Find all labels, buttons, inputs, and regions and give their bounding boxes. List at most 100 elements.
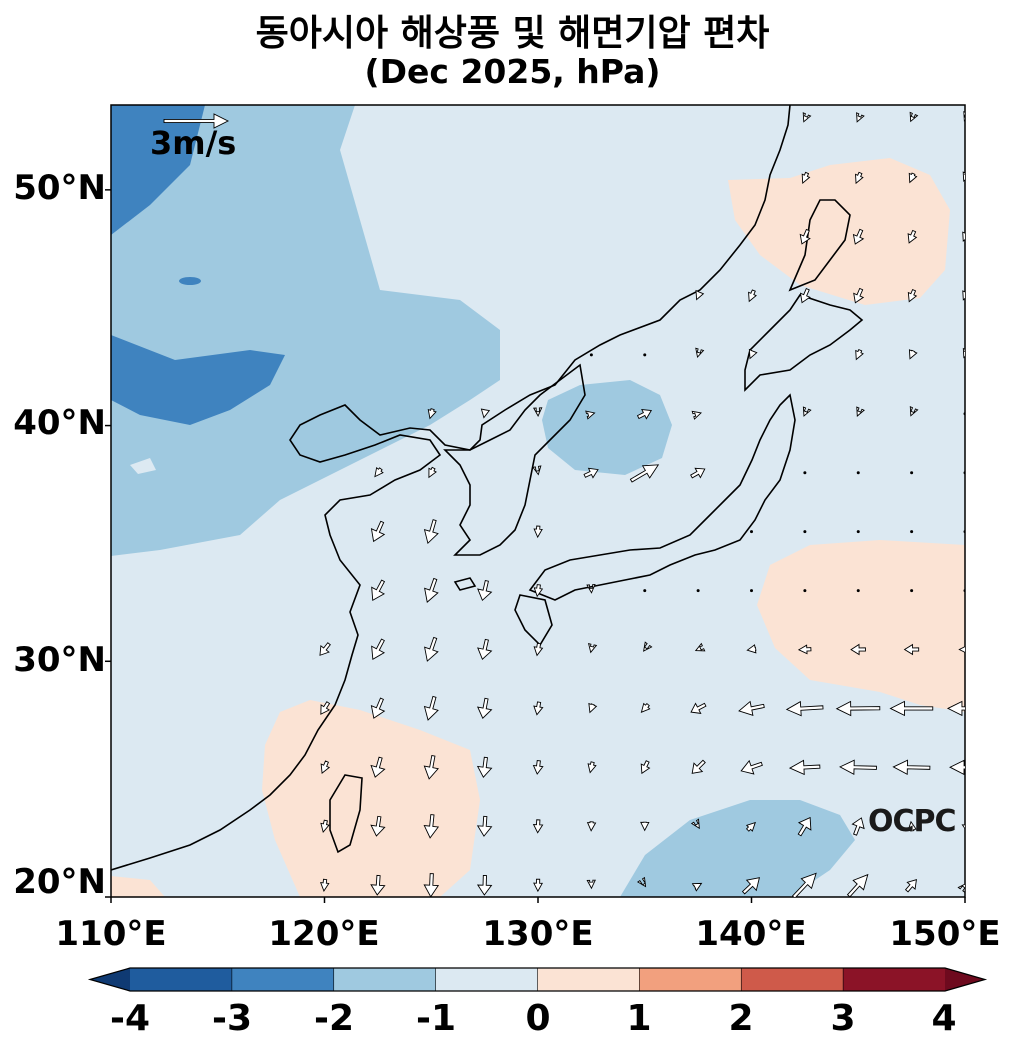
wind-vector-arrow	[904, 879, 917, 893]
wind-vector-arrow	[320, 819, 330, 834]
wind-vector-arrow	[476, 697, 493, 720]
wind-vector-arrow	[371, 579, 386, 602]
coast-jeju	[453, 577, 477, 591]
lon-tick-130: 130°E	[482, 914, 594, 954]
wind-vector-arrow	[855, 348, 864, 361]
anomaly-fill-0-1-east	[757, 540, 965, 712]
wind-vector-arrow	[532, 819, 544, 834]
wind-vector-arrow	[963, 111, 965, 122]
wind-vector-arrow	[370, 756, 386, 778]
wind-vector-arrow	[851, 817, 865, 836]
wind-vector-arrow	[946, 700, 965, 717]
colorbar-label: 2	[728, 998, 754, 1039]
anomaly-contours	[111, 105, 965, 897]
wind-vector-arrow	[788, 759, 821, 776]
wind-vector-arrow	[370, 874, 386, 896]
wind-vector-arrow	[690, 818, 700, 830]
lon-tick-110: 110°E	[55, 914, 167, 954]
wind-vector-arrow	[908, 349, 918, 360]
wind-vector-arrow	[909, 111, 919, 123]
wind-vector-arrow	[320, 701, 331, 715]
wind-vector-arrow	[370, 697, 386, 719]
wind-vector-arrow	[802, 112, 812, 123]
wind-vector-arrow	[839, 759, 877, 775]
wind-vector-arrow	[856, 589, 860, 593]
colorbar-label: -2	[314, 998, 354, 1039]
wind-vector-arrow	[640, 702, 651, 713]
wind-vector-arrow	[856, 112, 865, 123]
colorbar-label: -1	[416, 998, 456, 1039]
wind-vector-arrow	[748, 348, 758, 360]
colorbar	[87, 967, 988, 992]
anomaly-fill-minus3-minus2-dot	[179, 277, 201, 285]
wind-vector-arrow	[533, 584, 544, 598]
anomaly-fill-minus2-minus1-southeast	[620, 800, 855, 897]
wind-vector-arrow	[587, 643, 598, 654]
lon-tick-140: 140°E	[695, 914, 807, 954]
colorbar-extend-high	[945, 968, 985, 991]
wind-vector-arrow	[533, 525, 543, 539]
wind-vector-arrow	[799, 288, 811, 304]
wind-vector-arrow	[856, 471, 860, 475]
wind-vector-arrow	[643, 641, 653, 652]
lon-tick-120: 120°E	[268, 914, 380, 954]
colorbar-label: 0	[525, 998, 551, 1039]
anomaly-fill-minus2-minus1-korea-east	[542, 380, 672, 475]
axis-tick-marks	[105, 189, 966, 903]
wind-vector-arrow	[696, 589, 700, 593]
wind-vector-arrow	[750, 530, 753, 534]
colorbar-outline	[87, 967, 988, 992]
lat-tick-20: 20°N	[13, 862, 106, 902]
wind-vector-arrow	[691, 410, 702, 420]
colorbar-segment	[843, 968, 946, 991]
wind-vector-arrow	[477, 579, 493, 602]
wind-vector-arrow	[803, 530, 807, 534]
wind-vector-arrow	[643, 589, 647, 593]
wind-vector-arrow	[835, 700, 881, 717]
wind-vector-arrow	[850, 643, 866, 656]
wind-vector-arrow	[423, 519, 439, 545]
wind-vectors	[319, 111, 965, 897]
wind-vector-arrow	[910, 589, 914, 593]
colorbar-segment	[537, 968, 640, 991]
wind-vector-arrow	[587, 761, 597, 774]
colorbar-segment	[130, 968, 233, 991]
wind-vector-arrow	[423, 754, 439, 780]
coast-korea	[443, 363, 586, 556]
wind-vector-arrow	[695, 289, 705, 301]
reference-vector-arrow	[163, 113, 230, 129]
chart-title: 동아시아 해상풍 및 해면기압 편차	[255, 13, 770, 54]
wind-vector-arrow	[643, 353, 647, 357]
wind-vector-arrow	[588, 702, 598, 714]
lat-tick-50: 50°N	[13, 168, 106, 208]
wind-vector-arrow	[791, 872, 817, 897]
wind-vector-arrow	[476, 756, 493, 779]
wind-vector-arrow	[856, 530, 860, 534]
wind-vector-arrow	[480, 408, 491, 419]
wind-vector-arrow	[963, 412, 965, 416]
wind-vector-arrow	[476, 874, 493, 896]
wind-vector-arrow	[907, 820, 917, 832]
wind-vector-arrow	[477, 638, 493, 660]
wind-vector-arrow	[963, 530, 965, 534]
wind-vector-arrow	[583, 467, 599, 479]
wind-vector-arrow	[740, 759, 763, 775]
wind-vector-arrow	[629, 464, 660, 483]
wind-vector-arrow	[910, 530, 914, 534]
wind-vector-arrow	[636, 876, 647, 888]
coast-japan-honshu	[528, 393, 796, 601]
wind-vector-arrow	[741, 877, 760, 895]
wind-vector-arrow	[424, 577, 439, 603]
wind-vector-arrow	[797, 816, 812, 837]
wind-vector-arrow	[370, 815, 386, 837]
wind-vector-arrow	[962, 290, 965, 301]
colorbar-segment	[333, 968, 437, 991]
colorbar-segment	[231, 968, 335, 991]
wind-vector-arrow	[585, 410, 596, 420]
anomaly-fill-0-1-taiwan	[262, 700, 480, 897]
lat-tick-40: 40°N	[13, 403, 106, 443]
wind-vector-arrow	[963, 589, 965, 593]
wind-vector-arrow	[428, 466, 437, 479]
wind-vector-arrow	[586, 584, 596, 594]
wind-vector-arrow	[586, 879, 596, 890]
